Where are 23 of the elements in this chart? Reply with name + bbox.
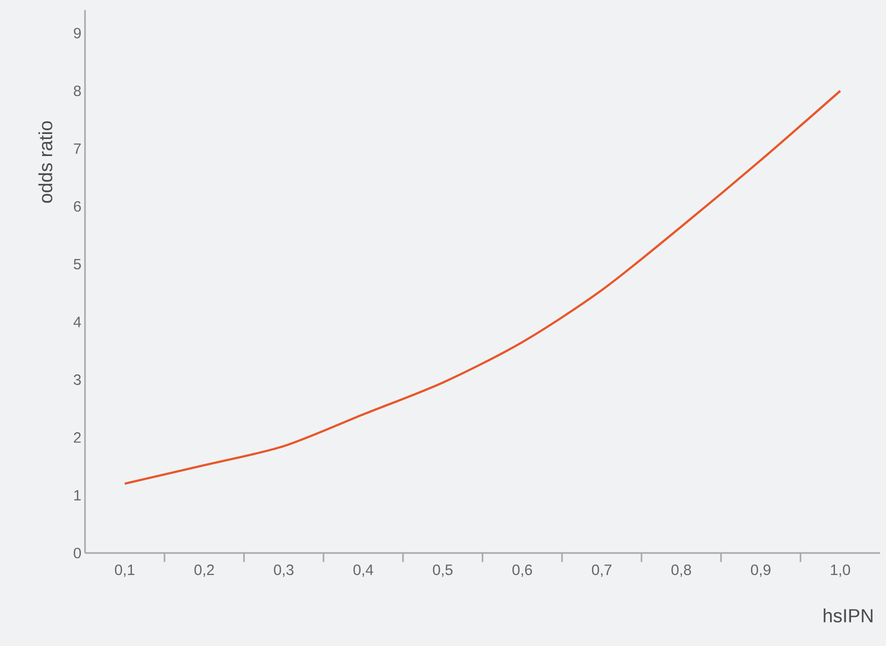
y-tick-label: 6 [74, 201, 81, 212]
y-tick-label: 9 [74, 28, 81, 38]
x-tick-label: 0,4 [353, 564, 374, 577]
y-tick-label: 0 [74, 548, 81, 558]
y-tick-label: 1 [74, 490, 81, 500]
x-tick-label: 0,3 [274, 564, 294, 577]
y-axis-title: odds ratio [38, 121, 52, 203]
y-tick-label: 5 [74, 258, 81, 270]
y-tick-label: 4 [74, 316, 82, 328]
x-tick-label: 0,5 [432, 564, 453, 577]
line-series [124, 90, 842, 485]
x-tick-label: 0,6 [512, 564, 532, 577]
x-axis-title: hsIPN [824, 608, 872, 622]
x-tick-label: 0,8 [671, 564, 691, 577]
y-tick-label: 8 [74, 86, 81, 96]
x-tick-label: 0,9 [750, 564, 770, 577]
x-tick-label: 0,7 [592, 564, 612, 577]
x-tick-label: 0,1 [114, 564, 134, 577]
y-tick-label: 2 [74, 432, 81, 443]
y-tick-label: 7 [74, 144, 81, 154]
x-tick-label: 0,2 [194, 564, 214, 577]
x-tick-label: 1,0 [831, 564, 850, 577]
y-tick-label: 3 [74, 374, 81, 385]
